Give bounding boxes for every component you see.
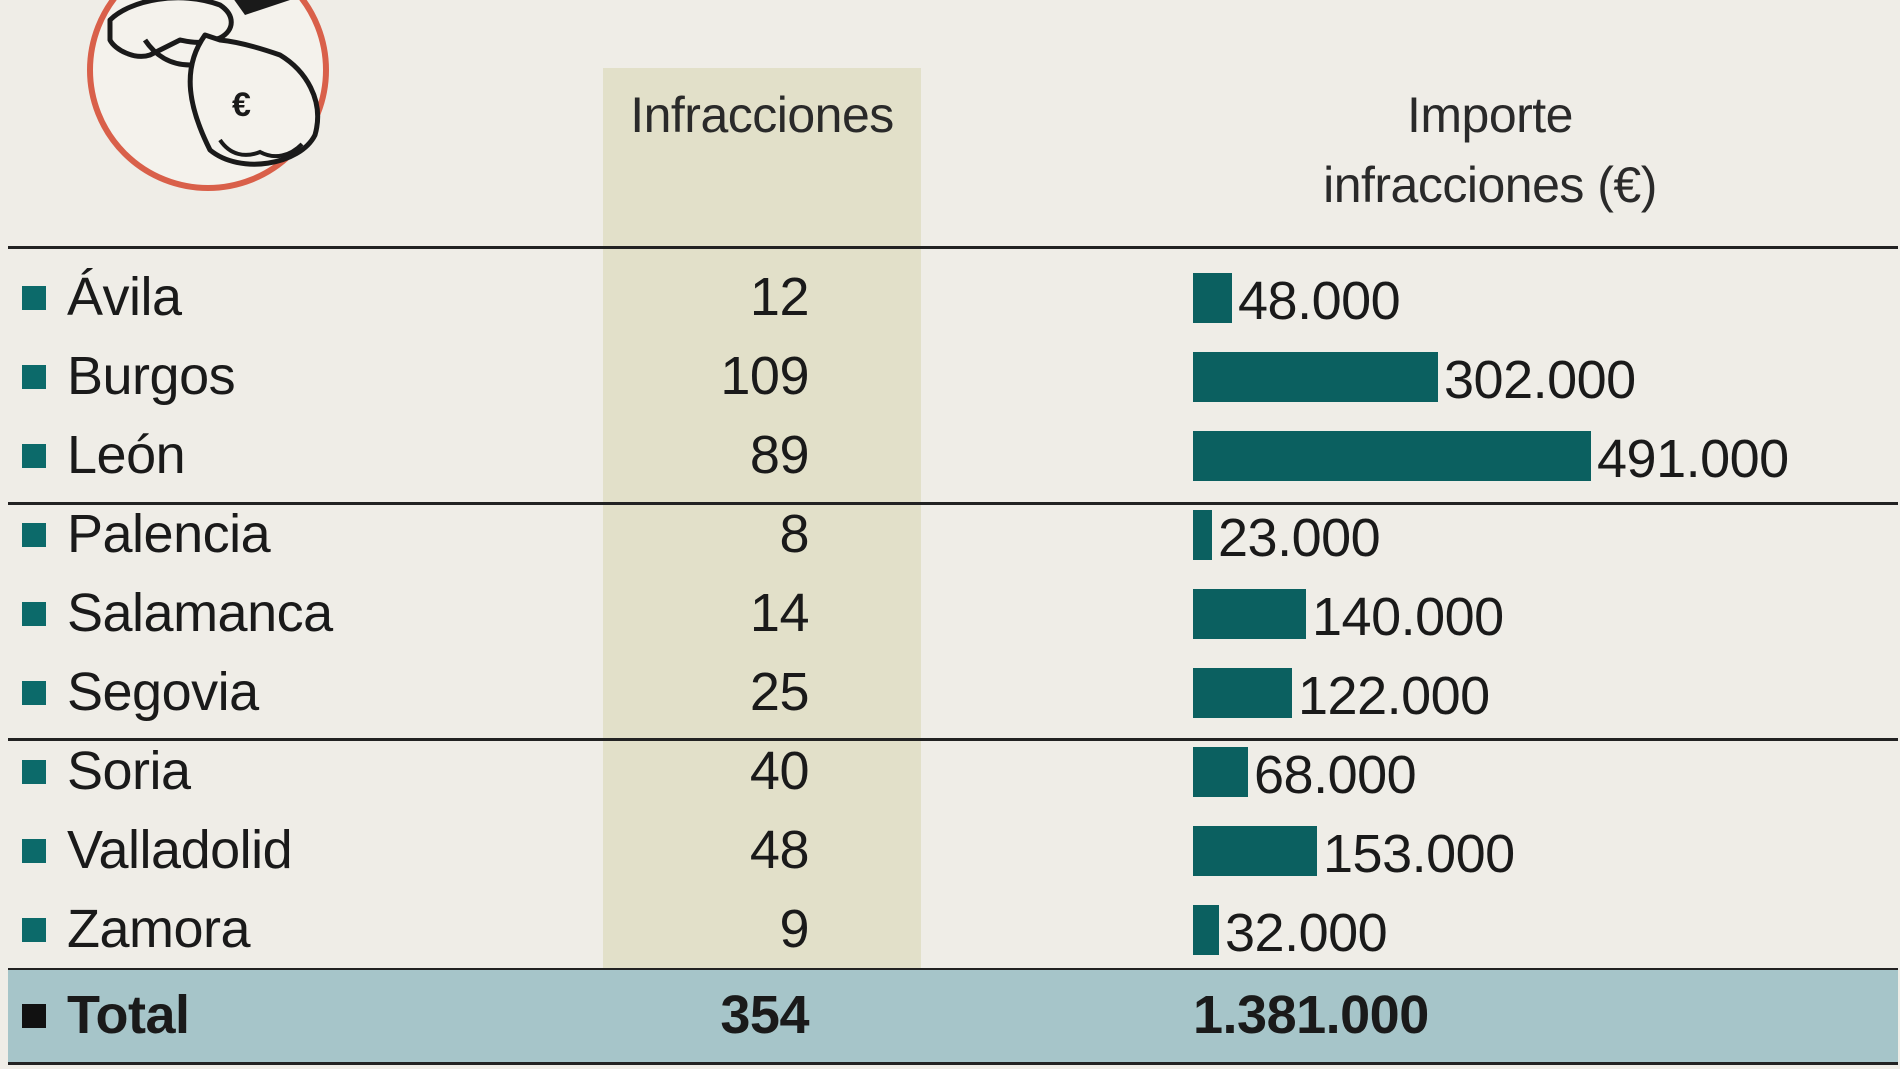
row-marker <box>22 286 46 310</box>
infracciones-value: 8 <box>779 504 809 564</box>
importe-bar <box>1193 905 1219 955</box>
importe-bar <box>1193 589 1306 639</box>
euro-symbol: € <box>232 86 251 124</box>
header-importe-line1: Importe <box>1406 87 1574 143</box>
province-name: Segovia <box>67 662 259 722</box>
total-top-rule <box>8 968 1898 971</box>
table-row: Salamanca 14 140.000 <box>0 574 1900 652</box>
infracciones-value: 9 <box>779 899 809 959</box>
province-name: Palencia <box>67 504 271 564</box>
infracciones-value: 89 <box>749 425 810 485</box>
table-row: Zamora 9 32.000 <box>0 890 1900 968</box>
left-margin <box>0 0 6 1069</box>
group-rule-2 <box>8 738 1898 741</box>
importe-label: 140.000 <box>1312 587 1504 647</box>
importe-bar <box>1193 273 1232 323</box>
header-infracciones: Infracciones <box>630 87 894 143</box>
importe-label: 302.000 <box>1444 350 1636 410</box>
header-rule <box>8 246 1898 249</box>
importe-bar <box>1193 510 1212 560</box>
infracciones-value: 12 <box>749 267 810 327</box>
row-marker <box>22 918 46 942</box>
table-row: Burgos 109 302.000 <box>0 337 1900 415</box>
infracciones-value: 14 <box>749 583 810 643</box>
importe-bar <box>1193 747 1248 797</box>
table-row: Valladolid 48 153.000 <box>0 811 1900 889</box>
province-name: Ávila <box>67 267 182 327</box>
importe-label: 122.000 <box>1298 666 1490 726</box>
total-importe: 1.381.000 <box>1193 985 1429 1045</box>
importe-label: 32.000 <box>1225 903 1388 963</box>
row-marker <box>22 760 46 784</box>
table-row: León 89 491.000 <box>0 416 1900 494</box>
importe-label: 491.000 <box>1597 429 1789 489</box>
total-bottom-rule <box>8 1062 1898 1065</box>
table-row: Ávila 12 48.000 <box>0 258 1900 336</box>
importe-label: 23.000 <box>1218 508 1381 568</box>
infracciones-value: 109 <box>720 346 809 406</box>
row-marker <box>22 681 46 705</box>
header-importe-line2: infracciones (€) <box>1323 157 1657 213</box>
infracciones-value: 40 <box>749 741 810 801</box>
row-marker <box>22 602 46 626</box>
province-name: Salamanca <box>67 583 333 643</box>
importe-label: 68.000 <box>1254 745 1417 805</box>
row-marker <box>22 444 46 468</box>
money-bag-euro-icon: € <box>87 0 329 191</box>
group-rule-1 <box>8 502 1898 505</box>
total-row: Total 354 1.381.000 <box>8 970 1898 1062</box>
table-row: Palencia 8 23.000 <box>0 495 1900 573</box>
importe-bar <box>1193 431 1591 481</box>
importe-label: 153.000 <box>1323 824 1515 884</box>
province-name: Burgos <box>67 346 236 406</box>
province-name: Valladolid <box>67 820 293 880</box>
row-marker <box>22 523 46 547</box>
infracciones-column-highlight <box>603 68 921 968</box>
importe-bar <box>1193 826 1317 876</box>
row-marker <box>22 839 46 863</box>
province-name: León <box>67 425 186 485</box>
province-name: Soria <box>67 741 191 801</box>
importe-bar <box>1193 668 1292 718</box>
total-label: Total <box>67 985 190 1045</box>
province-name: Zamora <box>67 899 251 959</box>
importe-bar <box>1193 352 1438 402</box>
importe-label: 48.000 <box>1238 271 1401 331</box>
header-importe: Importe infracciones (€) <box>1240 80 1740 220</box>
infracciones-value: 48 <box>749 820 810 880</box>
total-marker <box>22 1004 46 1028</box>
row-marker <box>22 365 46 389</box>
table-row: Segovia 25 122.000 <box>0 653 1900 731</box>
infracciones-value: 25 <box>749 662 810 722</box>
total-infracciones: 354 <box>720 985 809 1045</box>
table-row: Soria 40 68.000 <box>0 732 1900 810</box>
